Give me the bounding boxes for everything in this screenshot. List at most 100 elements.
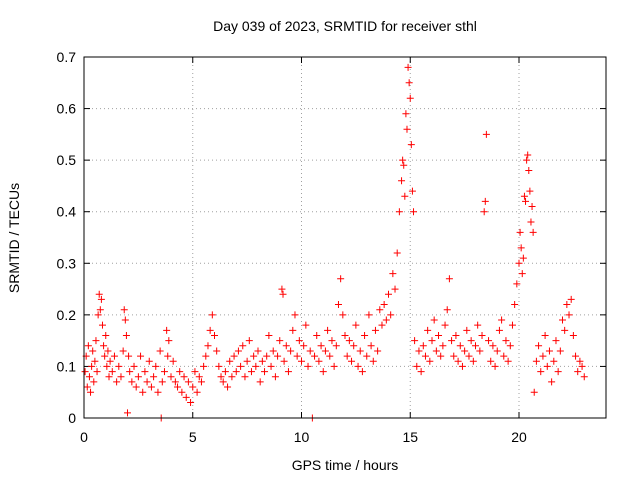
x-tick-label: 20 [511, 429, 527, 445]
data-point [122, 331, 130, 339]
data-point [399, 156, 407, 164]
data-point [378, 321, 386, 329]
data-point [469, 357, 477, 365]
data-point [504, 357, 512, 365]
data-point [103, 362, 111, 370]
data-point [120, 306, 128, 314]
data-point [498, 316, 506, 324]
data-point [85, 373, 93, 381]
data-point [311, 352, 319, 360]
data-point [124, 409, 131, 417]
axis-ticks: 0 5 10 15 20 0 0.1 0.2 0.3 0.4 0.5 0.6 0.7 [57, 49, 606, 445]
data-point [387, 311, 395, 319]
data-point [104, 347, 112, 355]
data-point [215, 362, 223, 370]
data-point [385, 290, 392, 298]
y-tick-label: 0.3 [57, 255, 77, 271]
data-point [482, 130, 490, 138]
data-point [97, 295, 105, 303]
data-point [465, 352, 473, 360]
data-point [580, 373, 588, 381]
data-point [213, 347, 221, 355]
data-point [232, 368, 240, 376]
y-tick-label: 0.4 [57, 204, 77, 220]
data-point [324, 326, 332, 334]
data-point [519, 254, 527, 262]
data-point [537, 368, 545, 376]
data-point [356, 347, 364, 355]
data-point [330, 362, 338, 370]
data-point [321, 347, 329, 355]
data-point [256, 378, 264, 386]
data-point [530, 388, 538, 396]
data-point [243, 357, 251, 365]
data-point [452, 331, 460, 339]
data-point [517, 244, 525, 252]
data-point [404, 63, 412, 71]
data-point [520, 192, 528, 200]
data-point [576, 357, 584, 365]
data-point [154, 388, 162, 396]
data-point [472, 342, 479, 350]
data-point [532, 357, 540, 365]
data-point [101, 352, 109, 360]
data-point [239, 342, 247, 350]
data-point [234, 347, 242, 355]
data-point [134, 373, 142, 381]
data-point [569, 331, 577, 339]
data-point [523, 156, 531, 164]
data-point [369, 357, 377, 365]
data-point [156, 347, 164, 355]
data-point [552, 337, 560, 345]
data-point [289, 326, 297, 334]
data-point [176, 368, 184, 376]
data-point [230, 352, 238, 360]
data-point [567, 295, 575, 303]
data-point [545, 347, 553, 355]
data-point [300, 342, 308, 350]
data-point [189, 383, 197, 391]
data-point [401, 192, 409, 200]
data-point [400, 161, 408, 169]
data-point [511, 301, 519, 309]
data-point [126, 368, 134, 376]
data-point [365, 311, 373, 319]
data-point [280, 357, 288, 365]
data-point [393, 249, 401, 257]
data-point [432, 347, 440, 355]
data-point [382, 316, 390, 324]
data-point [376, 306, 384, 314]
data-point [367, 342, 375, 350]
data-point [380, 301, 388, 309]
y-tick-label: 0.1 [57, 358, 77, 374]
data-point [421, 352, 429, 360]
data-point [258, 357, 266, 365]
data-point [443, 306, 451, 314]
data-point [513, 280, 521, 288]
data-point [563, 301, 571, 309]
data-point [117, 373, 125, 381]
data-point [184, 378, 192, 386]
data-point [556, 347, 564, 355]
data-point [121, 316, 129, 324]
data-point [506, 342, 514, 350]
data-point [535, 342, 543, 350]
data-point [516, 228, 524, 236]
data-point [98, 321, 106, 329]
data-point [306, 347, 314, 355]
y-tick-label: 0.2 [57, 307, 77, 323]
data-point [197, 378, 205, 386]
data-point [119, 347, 127, 355]
data-point [228, 373, 236, 381]
data-point [435, 331, 443, 339]
y-tick-label: 0 [68, 410, 76, 426]
data-point [84, 342, 92, 350]
data-point [526, 187, 534, 195]
data-point [163, 326, 171, 334]
data-point [561, 326, 569, 334]
data-point [187, 399, 195, 407]
data-point [165, 337, 173, 345]
data-point [237, 362, 245, 370]
data-point [408, 187, 416, 195]
